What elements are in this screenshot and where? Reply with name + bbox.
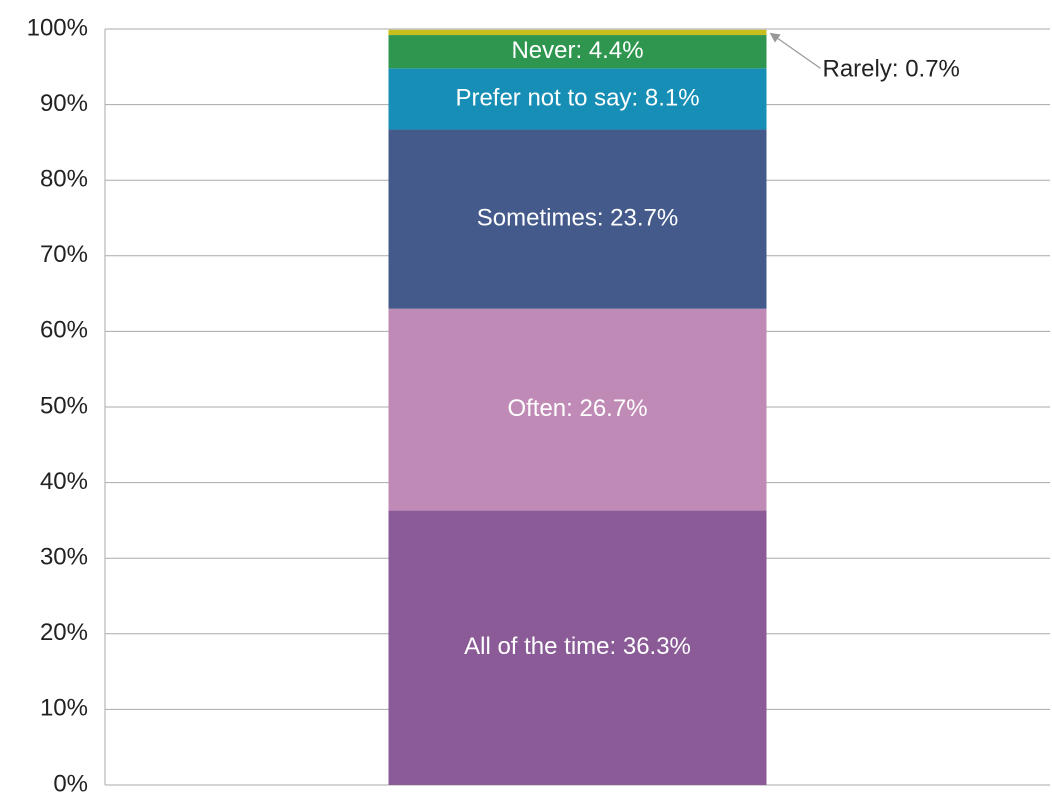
bar-segment	[388, 129, 767, 309]
bar-segment	[388, 29, 767, 36]
y-tick-label: 40%	[40, 468, 88, 495]
data-label: Rarely: 0.7%	[823, 56, 960, 83]
data-label: Prefer not to say: 8.1%	[455, 84, 699, 111]
bar-segment	[388, 35, 767, 69]
y-tick-label: 10%	[40, 695, 88, 722]
data-label: Never: 4.4%	[511, 37, 643, 64]
y-tick-label: 60%	[40, 317, 88, 344]
label-leader	[769, 32, 821, 69]
bar-segment	[388, 510, 767, 785]
data-label: All of the time: 36.3%	[464, 633, 691, 660]
y-tick-label: 50%	[40, 392, 88, 419]
y-tick-label: 90%	[40, 90, 88, 117]
y-tick-label: 20%	[40, 619, 88, 646]
data-label: Often: 26.7%	[507, 395, 647, 422]
y-tick-label: 70%	[40, 241, 88, 268]
y-tick-label: 100%	[27, 14, 88, 41]
bar-segment	[388, 308, 767, 511]
data-label: Sometimes: 23.7%	[477, 204, 678, 231]
y-tick-label: 80%	[40, 166, 88, 193]
y-tick-label: 0%	[53, 770, 88, 797]
bar-segment	[388, 68, 767, 130]
y-tick-label: 30%	[40, 544, 88, 571]
